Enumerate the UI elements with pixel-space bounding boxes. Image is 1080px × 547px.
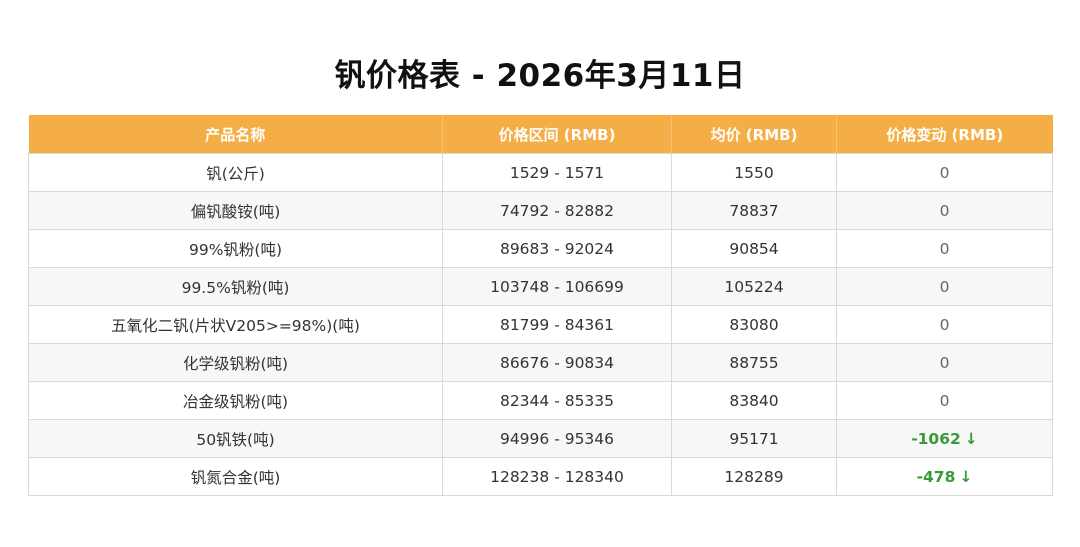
price-range-cell: 103748 - 106699 <box>442 267 672 306</box>
product-name-cell: 50钒铁(吨) <box>28 419 443 458</box>
price-range-cell: 94996 - 95346 <box>442 419 672 458</box>
price-table: 产品名称 价格区间 (RMB) 均价 (RMB) 价格变动 (RMB) 钒(公斤… <box>28 115 1053 496</box>
product-name-cell: 99.5%钒粉(吨) <box>28 267 443 306</box>
average-price-cell: 1550 <box>671 153 837 192</box>
price-change-value: -478 <box>916 467 956 486</box>
price-change-value: -1062 <box>911 429 961 448</box>
average-price-cell: 90854 <box>671 229 837 268</box>
average-price-cell: 95171 <box>671 419 837 458</box>
table-row: 化学级钒粉(吨) 86676 - 90834 88755 0 <box>28 343 1053 382</box>
table-row: 50钒铁(吨) 94996 - 95346 95171 -1062 ↓ <box>28 419 1053 458</box>
header-price-range: 价格区间 (RMB) <box>442 115 672 154</box>
average-price-cell: 83840 <box>671 381 837 420</box>
down-arrow-icon: ↓ <box>959 467 973 486</box>
product-name-cell: 五氧化二钒(片状V205>=98%)(吨) <box>28 305 443 344</box>
price-range-cell: 74792 - 82882 <box>442 191 672 230</box>
average-price-cell: 88755 <box>671 343 837 382</box>
price-change-cell: 0 <box>836 153 1053 192</box>
price-change-cell: -1062 ↓ <box>836 419 1053 458</box>
product-name-cell: 偏钒酸铵(吨) <box>28 191 443 230</box>
price-range-cell: 128238 - 128340 <box>442 457 672 496</box>
header-price-change: 价格变动 (RMB) <box>836 115 1053 154</box>
product-name-cell: 冶金级钒粉(吨) <box>28 381 443 420</box>
table-row: 偏钒酸铵(吨) 74792 - 82882 78837 0 <box>28 191 1053 230</box>
price-change-value: 0 <box>939 239 950 258</box>
table-row: 五氧化二钒(片状V205>=98%)(吨) 81799 - 84361 8308… <box>28 305 1053 344</box>
price-range-cell: 82344 - 85335 <box>442 381 672 420</box>
price-change-cell: 0 <box>836 381 1053 420</box>
price-change-value: 0 <box>939 201 950 220</box>
table-header-row: 产品名称 价格区间 (RMB) 均价 (RMB) 价格变动 (RMB) <box>28 115 1053 154</box>
average-price-cell: 78837 <box>671 191 837 230</box>
price-change-value: 0 <box>939 277 950 296</box>
page-title: 钒价格表 - 2026年3月11日 <box>334 58 746 94</box>
header-product-name: 产品名称 <box>28 115 443 154</box>
price-range-cell: 1529 - 1571 <box>442 153 672 192</box>
price-change-value: 0 <box>939 163 950 182</box>
product-name-cell: 钒氮合金(吨) <box>28 457 443 496</box>
price-range-cell: 81799 - 84361 <box>442 305 672 344</box>
down-arrow-icon: ↓ <box>964 429 978 448</box>
average-price-cell: 83080 <box>671 305 837 344</box>
price-change-cell: 0 <box>836 343 1053 382</box>
product-name-cell: 99%钒粉(吨) <box>28 229 443 268</box>
price-range-cell: 89683 - 92024 <box>442 229 672 268</box>
price-change-value: 0 <box>939 353 950 372</box>
product-name-cell: 钒(公斤) <box>28 153 443 192</box>
table-row: 钒氮合金(吨) 128238 - 128340 128289 -478 ↓ <box>28 457 1053 496</box>
average-price-cell: 105224 <box>671 267 837 306</box>
table-row: 99%钒粉(吨) 89683 - 92024 90854 0 <box>28 229 1053 268</box>
price-change-value: 0 <box>939 315 950 334</box>
price-range-cell: 86676 - 90834 <box>442 343 672 382</box>
product-name-cell: 化学级钒粉(吨) <box>28 343 443 382</box>
price-change-cell: 0 <box>836 305 1053 344</box>
price-change-cell: 0 <box>836 229 1053 268</box>
price-change-cell: -478 ↓ <box>836 457 1053 496</box>
price-change-cell: 0 <box>836 191 1053 230</box>
price-change-value: 0 <box>939 391 950 410</box>
table-row: 99.5%钒粉(吨) 103748 - 106699 105224 0 <box>28 267 1053 306</box>
table-row: 冶金级钒粉(吨) 82344 - 85335 83840 0 <box>28 381 1053 420</box>
table-row: 钒(公斤) 1529 - 1571 1550 0 <box>28 153 1053 192</box>
price-change-cell: 0 <box>836 267 1053 306</box>
header-average-price: 均价 (RMB) <box>671 115 837 154</box>
average-price-cell: 128289 <box>671 457 837 496</box>
